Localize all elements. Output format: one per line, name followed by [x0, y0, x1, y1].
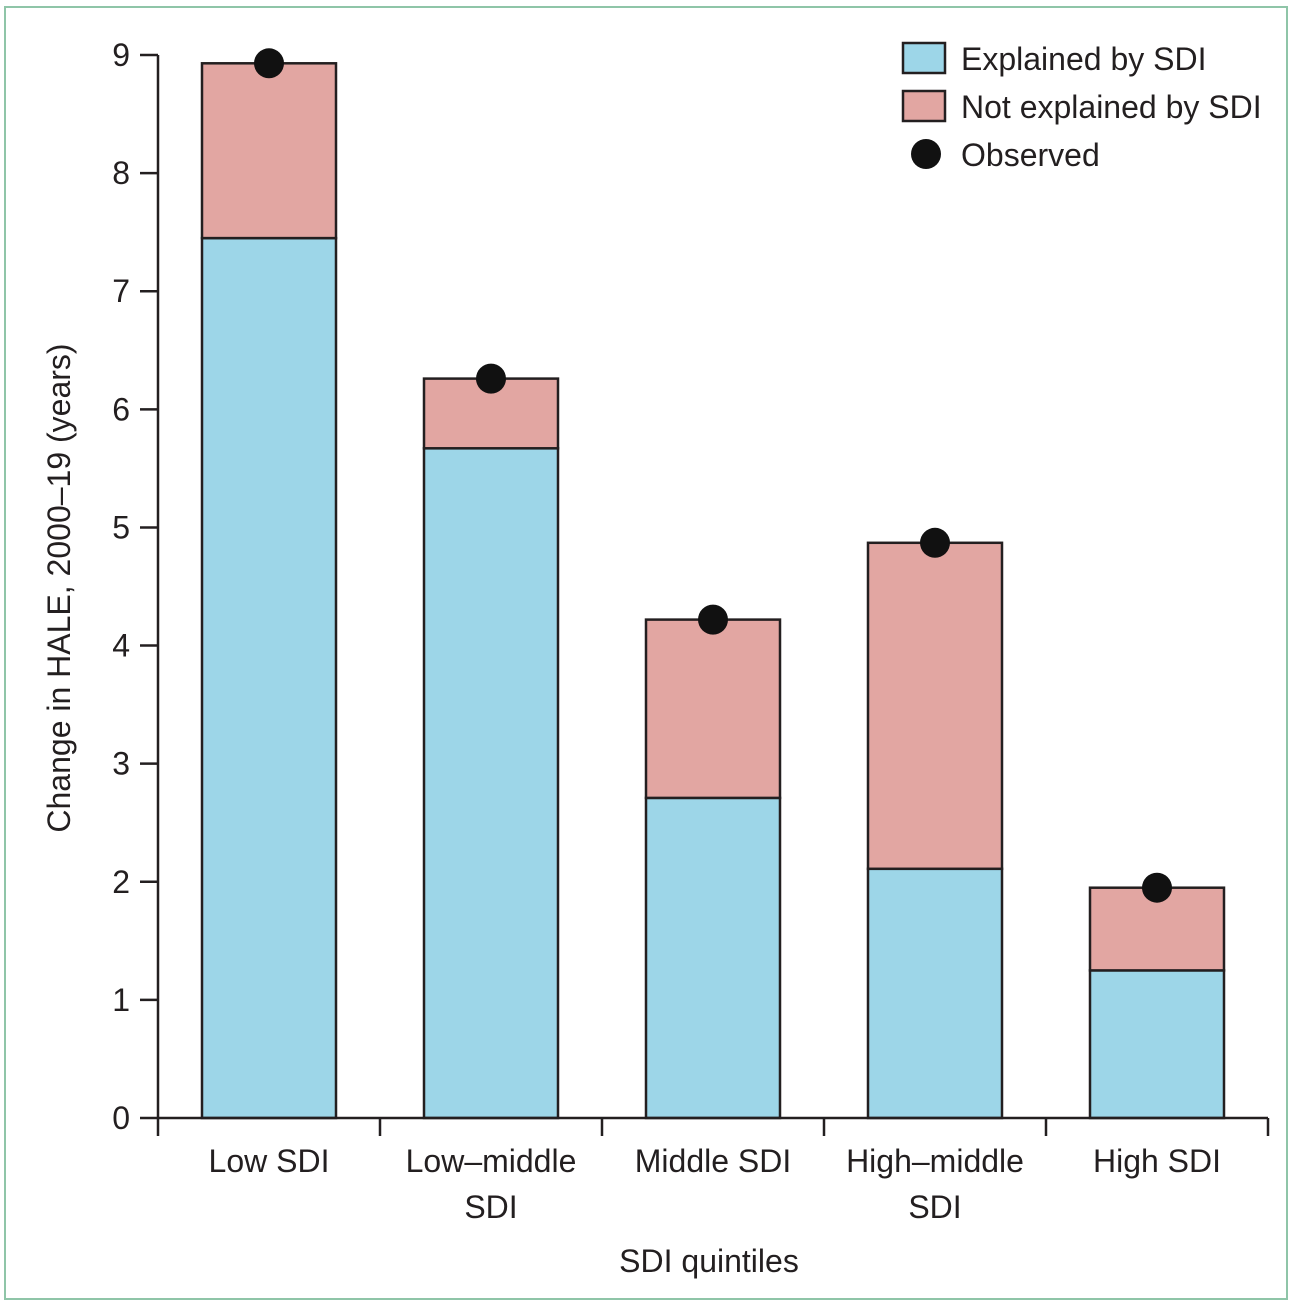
bar-explained-4 [1088, 969, 1226, 1120]
y-tick-label-7: 7 [112, 273, 130, 309]
x-tick-label-line: High–middle [846, 1143, 1024, 1179]
figure-frame [4, 6, 1288, 1300]
x-tick-label-line: High SDI [1093, 1143, 1221, 1179]
x-tick-label-4: High SDI [1093, 1143, 1221, 1179]
observed-point-3 [920, 527, 950, 558]
y-tick-label-3: 3 [112, 746, 130, 782]
y-tick-label-8: 8 [112, 155, 130, 191]
observed-point-1 [476, 363, 506, 394]
bar-not-explained-0 [200, 62, 338, 240]
legend-label-0: Explained by SDI [961, 41, 1206, 77]
x-tick-label-line: SDI [908, 1189, 961, 1225]
x-tick-label-1: Low–middle SDI [406, 1143, 577, 1225]
bar-explained-0 [200, 236, 338, 1120]
plot-area [200, 48, 1226, 1120]
observed-point-4 [1142, 872, 1172, 903]
x-tick-label-line: SDI [464, 1189, 517, 1225]
y-tick-label-0: 0 [112, 1100, 130, 1136]
x-tick-label-line: Low–middle [406, 1143, 577, 1179]
y-tick-label-4: 4 [112, 628, 130, 664]
legend-label-2: Observed [961, 137, 1100, 173]
x-tick-label-3: High–middle SDI [846, 1143, 1024, 1225]
x-axis-title: SDI quintiles [619, 1243, 799, 1279]
axes: Change in HALE, 2000–19 (years) SDI quin… [41, 37, 1270, 1279]
bar-explained-1 [422, 447, 560, 1120]
bar-explained-3 [866, 867, 1004, 1120]
bar-explained-2 [644, 796, 782, 1120]
observed-point-2 [698, 604, 728, 635]
y-tick-label-5: 5 [112, 509, 130, 545]
bar-not-explained-2 [644, 618, 782, 800]
x-tick-label-line: Low SDI [209, 1143, 330, 1179]
legend-swatch-1 [901, 89, 947, 123]
y-tick-label-9: 9 [112, 37, 130, 73]
x-tick-label-2: Middle SDI [635, 1143, 792, 1179]
x-tick-label-0: Low SDI [209, 1143, 330, 1179]
legend-swatch-0 [901, 41, 947, 75]
observed-point-0 [254, 48, 284, 79]
legend-dot-2 [911, 139, 941, 169]
y-tick-label-2: 2 [112, 864, 130, 900]
y-tick-label-6: 6 [112, 391, 130, 427]
bar-not-explained-3 [866, 541, 1004, 871]
legend: Explained by SDI Not explained by SDI Obse… [901, 41, 1262, 173]
y-axis-title: Change in HALE, 2000–19 (years) [41, 343, 77, 832]
y-tick-label-1: 1 [112, 982, 130, 1018]
x-tick-label-line: Middle SDI [635, 1143, 792, 1179]
legend-label-1: Not explained by SDI [961, 89, 1262, 125]
